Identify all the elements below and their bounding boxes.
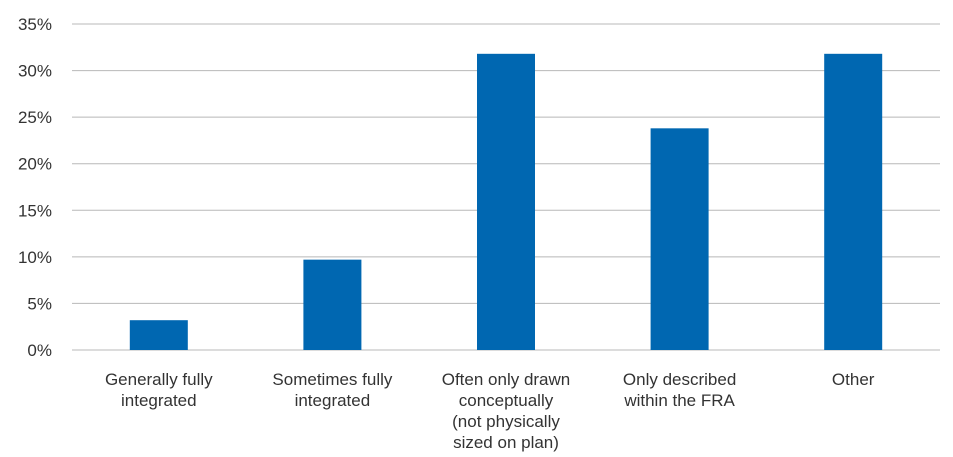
y-tick-label: 20%: [18, 155, 52, 174]
y-tick-label: 30%: [18, 62, 52, 81]
bar: [824, 53, 883, 350]
bar: [129, 320, 188, 350]
x-category-label-line: conceptually: [459, 391, 554, 410]
x-category-label-line: Often only drawn: [442, 370, 571, 389]
x-category-label-line: Other: [832, 370, 875, 389]
x-category-label: Other: [832, 370, 875, 389]
x-category-label-line: sized on plan): [453, 433, 559, 452]
x-category-label-line: Sometimes fully: [272, 370, 392, 389]
y-tick-label: 25%: [18, 108, 52, 127]
x-category-label: Only described within the FRA: [623, 370, 736, 410]
x-category-label-line: Generally fully: [105, 370, 213, 389]
y-tick-label: 0%: [27, 341, 52, 360]
x-category-label: Generally fully integrated: [105, 370, 213, 410]
x-category-label-line: integrated: [295, 391, 371, 410]
bars: [129, 53, 883, 350]
x-category-label-line: (not physically: [452, 412, 560, 431]
x-category-label-line: within the FRA: [623, 391, 735, 410]
y-tick-label: 5%: [27, 294, 52, 313]
x-category-label-line: integrated: [121, 391, 197, 410]
bar: [477, 53, 535, 350]
x-category-label: Often only drawn conceptually (not physica…: [442, 370, 571, 452]
bar: [650, 128, 709, 350]
y-axis-ticks: 0% 5% 10% 15% 20% 25% 30% 35%: [18, 15, 52, 360]
bar: [303, 259, 362, 350]
y-tick-label: 35%: [18, 15, 52, 34]
y-tick-label: 10%: [18, 248, 52, 267]
y-tick-label: 15%: [18, 201, 52, 220]
x-category-label-line: Only described: [623, 370, 736, 389]
x-category-label: Sometimes fully integrated: [272, 370, 392, 410]
